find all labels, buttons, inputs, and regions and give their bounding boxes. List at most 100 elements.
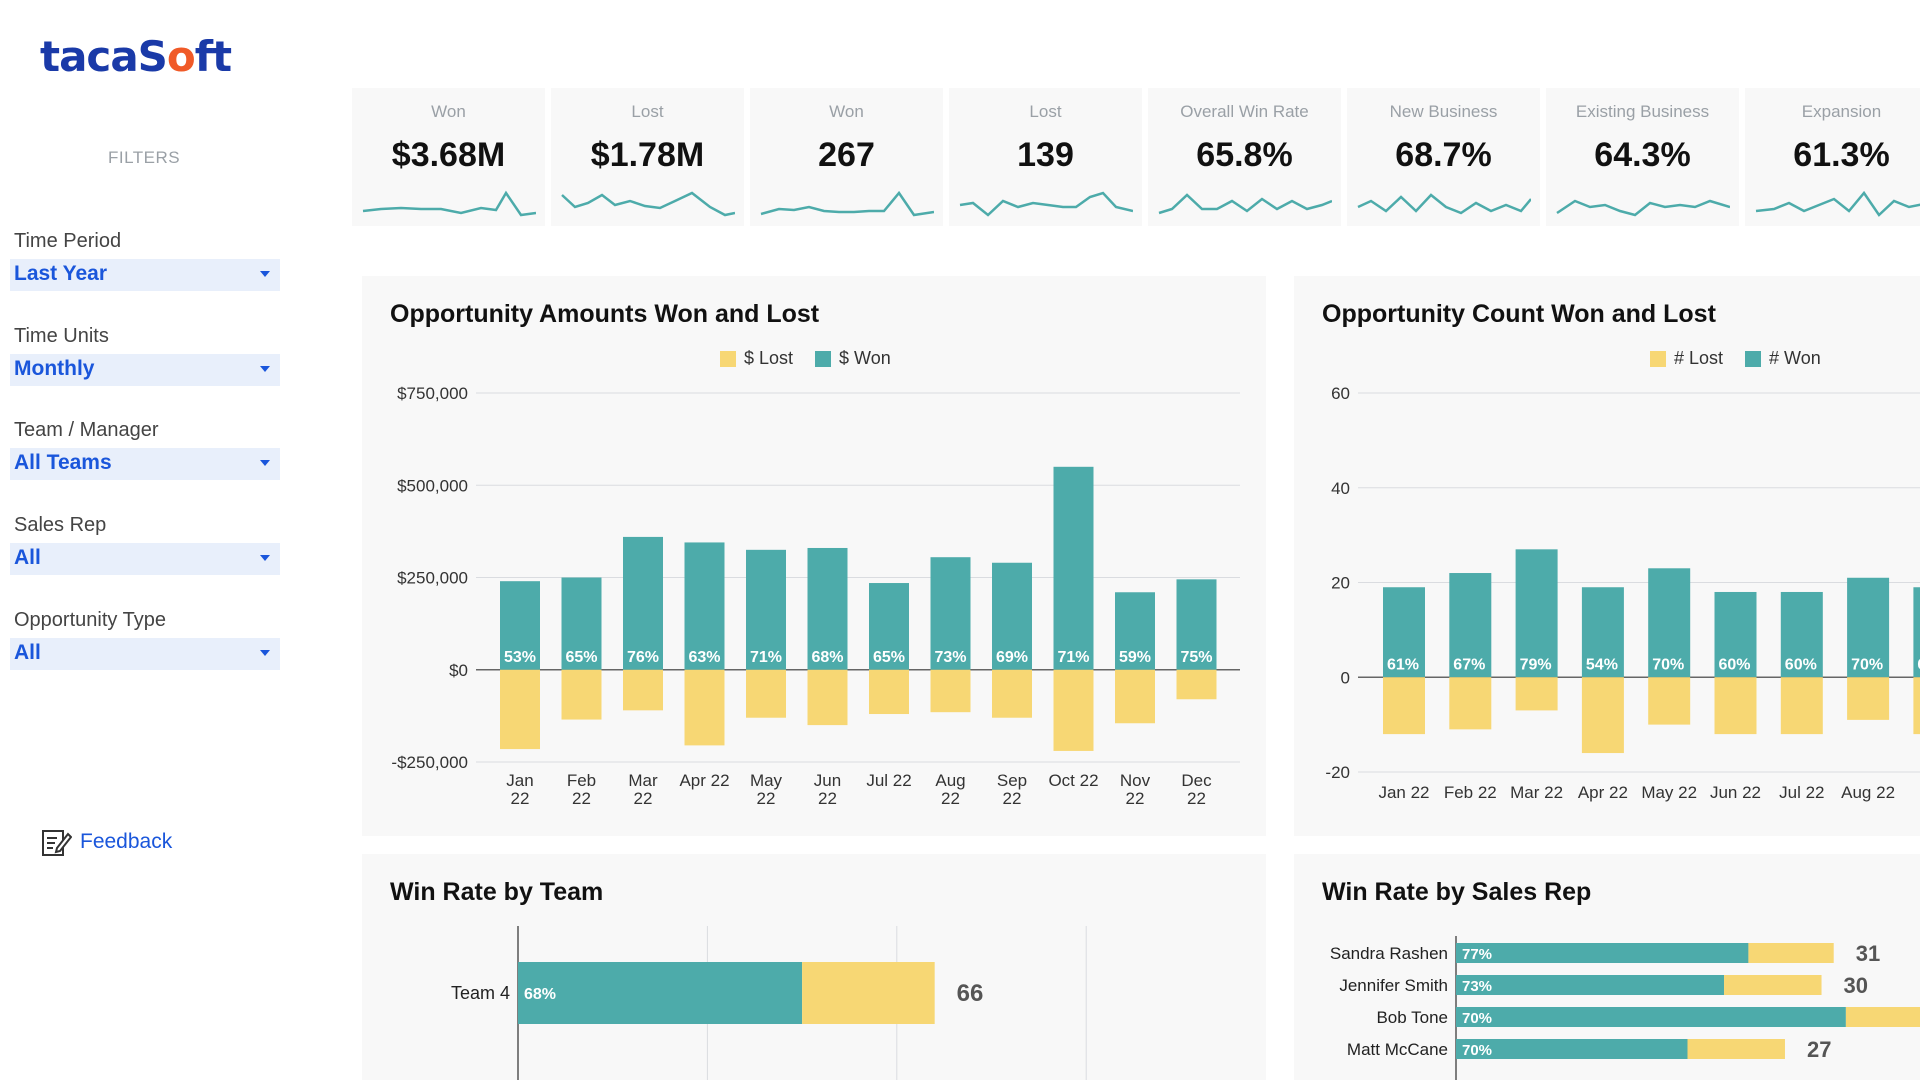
chart-legend: $ Lost $ Won	[720, 348, 891, 369]
won-bar	[1383, 587, 1425, 678]
lost-bar	[746, 669, 786, 718]
won-bar	[1780, 591, 1823, 678]
filter-label: Team / Manager	[14, 419, 159, 441]
total-label: 30	[1844, 973, 1868, 998]
win-rate-label: 61%	[1387, 656, 1419, 673]
legend-swatch	[1745, 350, 1762, 367]
y-tick-label: 20	[1331, 574, 1350, 593]
won-bar	[684, 542, 725, 670]
team-panel: Win Rate by Team Team 4 68% 66	[362, 854, 1266, 1080]
x-tick-label: Jan 22	[1378, 783, 1429, 802]
lost-bar	[684, 669, 725, 746]
kpi-card: New Business 68.7%	[1347, 88, 1540, 226]
filters-heading: FILTERS	[108, 148, 181, 167]
legend-swatch	[720, 350, 736, 367]
kpi-label: Expansion	[1801, 102, 1882, 121]
legend-label: # Won	[1769, 348, 1821, 368]
x-tick-label: 22	[1003, 789, 1022, 808]
won-bar	[1456, 975, 1725, 995]
lost-bar	[1687, 1039, 1785, 1059]
x-tick-label: 22	[511, 789, 530, 808]
legend-item-lost[interactable]: $ Lost	[720, 348, 793, 369]
lost-bar	[561, 669, 602, 720]
legend-item-won[interactable]: $ Won	[815, 348, 891, 369]
win-rate-label: 73%	[935, 649, 967, 666]
won-bar	[1515, 549, 1558, 678]
win-rate-label: 65%	[566, 649, 598, 666]
opportunity-type-dropdown[interactable]: All	[10, 638, 280, 670]
lost-bar	[1780, 677, 1823, 735]
legend-swatch	[815, 350, 832, 367]
y-tick-label: $0	[449, 661, 468, 680]
x-tick-label: 22	[941, 789, 960, 808]
chevron-down-icon	[260, 460, 270, 466]
x-tick-label: 22	[572, 789, 591, 808]
x-tick-label: 22	[757, 789, 776, 808]
kpi-label: Won	[431, 102, 466, 121]
panel-title: Opportunity Amounts Won and Lost	[390, 300, 820, 328]
won-bar	[930, 557, 971, 670]
tacasoft-logo[interactable]: tacaSoft	[40, 32, 232, 81]
filter-opportunity-type: Opportunity Type All	[10, 609, 280, 670]
category-label: Sandra Rashen	[1330, 944, 1448, 963]
team-chart: Team 4 68% 66	[451, 926, 1087, 1080]
feedback-label: Feedback	[80, 830, 173, 853]
counts-chart: 60 40 20 0 -20 61% Jan 22 67% Feb 22 79% Mar 22 54%…	[1325, 384, 1920, 802]
won-bar	[1913, 587, 1920, 678]
x-tick-label: Dec	[1181, 771, 1212, 790]
time-units-dropdown[interactable]: Monthly	[10, 354, 280, 386]
panel-title: Opportunity Count Won and Lost	[1322, 300, 1716, 328]
chevron-down-icon	[260, 555, 270, 561]
time-period-dropdown[interactable]: Last Year	[10, 259, 280, 291]
kpi-value: 65.8%	[1196, 136, 1293, 174]
x-tick-label: Jul 22	[866, 771, 911, 790]
legend-label: $ Won	[839, 348, 891, 368]
x-tick-label: Jan	[506, 771, 533, 790]
won-bar	[1449, 573, 1492, 678]
won-bar	[1648, 568, 1691, 678]
lost-bar	[807, 669, 848, 726]
filter-team-manager: Team / Manager All Teams	[10, 419, 280, 480]
sparkline	[1556, 199, 1730, 217]
won-bar	[1176, 579, 1217, 670]
win-rate-label: 70%	[1652, 656, 1684, 673]
lost-bar	[1581, 677, 1624, 754]
won-bar	[1115, 592, 1155, 670]
filter-time-units: Time Units Monthly	[10, 325, 280, 386]
x-tick-label: Feb 22	[1444, 783, 1497, 802]
filter-sales-rep: Sales Rep All	[10, 514, 280, 575]
feedback-link[interactable]: Feedback	[40, 826, 172, 858]
filter-label: Opportunity Type	[14, 609, 166, 631]
category-label: Matt McCane	[1347, 1040, 1448, 1059]
x-tick-label: 22	[818, 789, 837, 808]
chevron-down-icon	[260, 271, 270, 277]
rep-panel: Win Rate by Sales Rep Sandra Rashen 77% 31…	[1294, 854, 1920, 1080]
x-tick-label: Aug	[935, 771, 965, 790]
total-label: 31	[1856, 941, 1880, 966]
x-tick-label: Mar	[628, 771, 658, 790]
counts-panel: Opportunity Count Won and Lost # Lost # …	[1294, 276, 1920, 836]
team-manager-dropdown[interactable]: All Teams	[10, 448, 280, 480]
win-rate-label: 60%	[1719, 656, 1751, 673]
rep-chart: Sandra Rashen 77% 31 Jennifer Smith 73% 30 Bob…	[1330, 936, 1920, 1080]
x-tick-label: Nov	[1120, 771, 1151, 790]
legend-item-lost[interactable]: # Lost	[1650, 348, 1723, 369]
lost-bar	[1115, 669, 1155, 724]
win-rate-label: 54%	[1586, 656, 1618, 673]
won-bar	[1456, 1039, 1688, 1059]
won-bar	[992, 562, 1032, 670]
lost-bar	[802, 962, 935, 1024]
legend-item-won[interactable]: # Won	[1745, 348, 1821, 369]
win-rate-label: 68%	[812, 649, 844, 666]
y-tick-label: $500,000	[397, 476, 468, 495]
sales-rep-dropdown[interactable]: All	[10, 543, 280, 575]
lost-bar	[1913, 677, 1920, 735]
win-rate-label: 73%	[1462, 978, 1492, 995]
sparkline	[362, 190, 536, 217]
sparkline	[1755, 190, 1920, 217]
kpi-card: Won 267	[750, 88, 943, 226]
category-label: Bob Tone	[1376, 1008, 1448, 1027]
win-rate-label: 70%	[1462, 1010, 1492, 1027]
kpi-value: $1.78M	[590, 136, 705, 174]
chart-legend: # Lost # Won	[1650, 348, 1821, 369]
